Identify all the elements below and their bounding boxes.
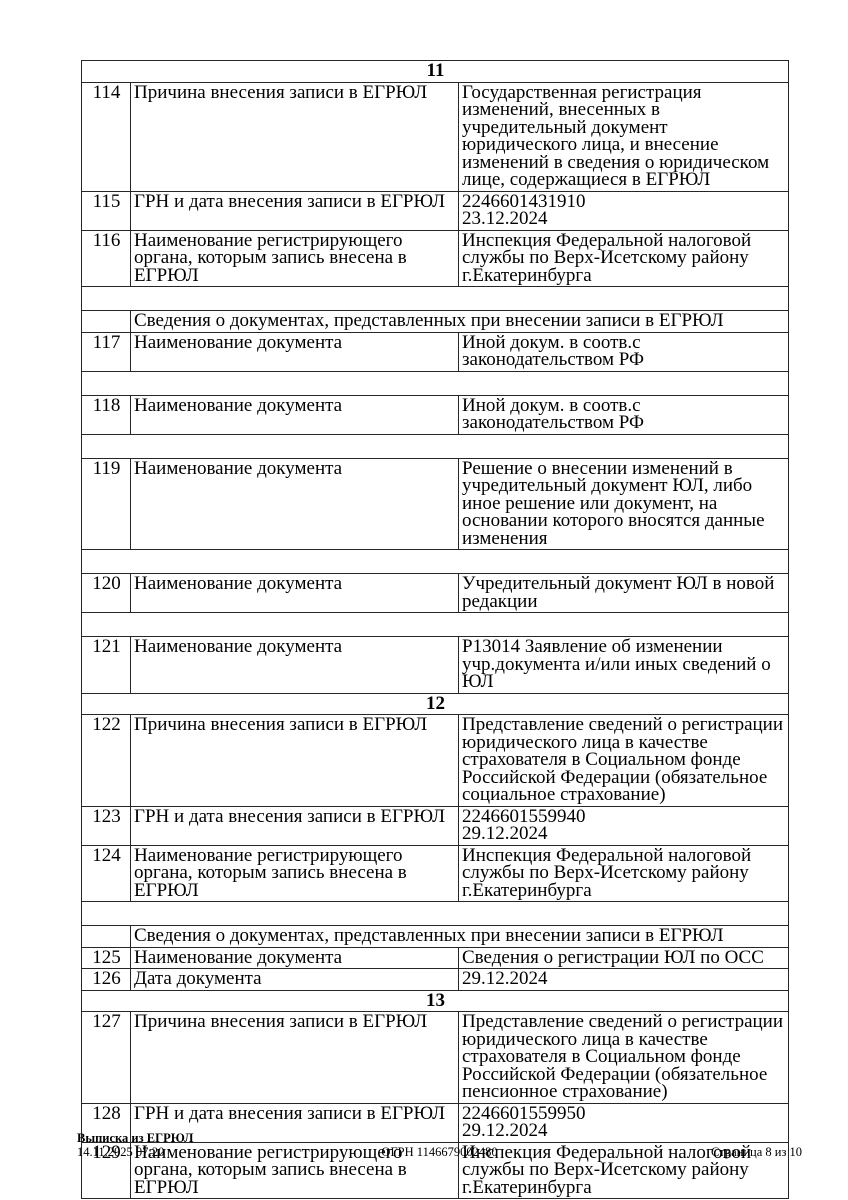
row-number: 117 (81, 331, 131, 372)
row-number: 123 (81, 805, 131, 846)
page-footer: Выписка из ЕГРЮЛ 14.11.2025 07:20 ОГРН 1… (77, 1131, 803, 1159)
record-row: 129 Наименование регистрирующего органа, … (81, 1141, 789, 1199)
section-number-row: 13 (81, 989, 789, 1012)
row-number: 114 (81, 81, 131, 192)
row-label: Наименование регистрирующего органа, кот… (130, 844, 459, 902)
row-value: Государственная регистрация изменений, в… (458, 81, 789, 192)
row-number: 122 (81, 714, 131, 807)
documents-subheader-row: Сведения о документах, представленных пр… (81, 310, 789, 333)
row-label: Причина внесения записи в ЕГРЮЛ (130, 81, 459, 192)
row-number: 121 (81, 636, 131, 694)
row-value: 29.12.2024 (458, 968, 789, 991)
spacer-cell (81, 370, 789, 396)
spacer-cell (81, 901, 789, 926)
section-number: 12 (81, 692, 789, 715)
record-row: 117 Наименование документа Иной докум. в с… (81, 331, 789, 372)
record-row: 121 Наименование документа Р13014 Заявлени… (81, 636, 789, 694)
row-value: 2246601559950 29.12.2024 (458, 1102, 789, 1143)
row-value: Инспекция Федеральной налоговой службы п… (458, 844, 789, 902)
row-value: Инспекция Федеральной налоговой службы п… (458, 229, 789, 287)
spacer-row (81, 286, 789, 311)
row-label: Наименование документа (130, 946, 459, 969)
section-number-row: 11 (81, 60, 789, 83)
footer-left-block: Выписка из ЕГРЮЛ 14.11.2025 07:20 (77, 1131, 319, 1159)
record-row: 128 ГРН и дата внесения записи в ЕГРЮЛ 224… (81, 1102, 789, 1143)
section-number: 11 (81, 60, 789, 83)
section-number: 13 (81, 989, 789, 1012)
row-label: Дата документа (130, 968, 459, 991)
record-row: 116 Наименование регистрирующего органа, … (81, 229, 789, 287)
record-row: 119 Наименование документа Решение о внесе… (81, 457, 789, 550)
row-label: Наименование регистрирующего органа, кот… (130, 1141, 459, 1199)
row-value: Инспекция Федеральной налоговой службы п… (458, 1141, 789, 1199)
spacer-cell (81, 286, 789, 311)
egrul-records-table: 11 114 Причина внесения записи в ЕГРЮЛ Госу… (81, 60, 789, 1199)
row-number-empty (81, 925, 131, 948)
row-value: Решение о внесении изменений в учредител… (458, 457, 789, 550)
documents-subheader: Сведения о документах, представленных пр… (130, 925, 789, 948)
record-row: 118 Наименование документа Иной докум. в с… (81, 394, 789, 435)
row-number: 125 (81, 946, 131, 969)
row-value: Представление сведений о регистрации юри… (458, 1011, 789, 1104)
spacer-row (81, 901, 789, 926)
row-value: Р13014 Заявление об изменении учр.докуме… (458, 636, 789, 694)
row-label: ГРН и дата внесения записи в ЕГРЮЛ (130, 190, 459, 231)
row-value: Учредительный документ ЮЛ в новой редакц… (458, 573, 789, 613)
row-value: Представление сведений о регистрации юри… (458, 714, 789, 807)
spacer-row (81, 370, 789, 396)
row-label: ГРН и дата внесения записи в ЕГРЮЛ (130, 1102, 459, 1143)
documents-subheader-row: Сведения о документах, представленных пр… (81, 925, 789, 948)
record-row: 125 Наименование документа Сведения о реги… (81, 946, 789, 969)
row-label: Причина внесения записи в ЕГРЮЛ (130, 714, 459, 807)
spacer-cell (81, 612, 789, 637)
record-row: 122 Причина внесения записи в ЕГРЮЛ Предст… (81, 714, 789, 807)
row-label: Наименование документа (130, 636, 459, 694)
row-number: 119 (81, 457, 131, 550)
footer-datetime: 14.11.2025 07:20 (77, 1144, 165, 1159)
row-value: Иной докум. в соотв.с законодательством … (458, 331, 789, 372)
documents-subheader: Сведения о документах, представленных пр… (130, 310, 789, 333)
row-number: 126 (81, 968, 131, 991)
footer-page-number: Страница 8 из 10 (711, 1144, 803, 1159)
row-label: Наименование документа (130, 457, 459, 550)
spacer-row (81, 612, 789, 637)
record-row: 126 Дата документа 29.12.2024 (81, 968, 789, 991)
row-number: 120 (81, 573, 131, 613)
record-row: 114 Причина внесения записи в ЕГРЮЛ Госуда… (81, 81, 789, 192)
row-label: ГРН и дата внесения записи в ЕГРЮЛ (130, 805, 459, 846)
spacer-row (81, 549, 789, 574)
row-number: 115 (81, 190, 131, 231)
section-number-row: 12 (81, 692, 789, 715)
row-label: Наименование документа (130, 331, 459, 372)
row-value: Сведения о регистрации ЮЛ по ОСС (458, 946, 789, 969)
footer-ogrn: ОГРН 1146679002480 (381, 1144, 498, 1159)
row-label: Наименование документа (130, 394, 459, 435)
row-number: 124 (81, 844, 131, 902)
row-number: 128 (81, 1102, 131, 1143)
record-row: 124 Наименование регистрирующего органа, … (81, 844, 789, 902)
row-value: Иной докум. в соотв.с законодательством … (458, 394, 789, 435)
footer-doc-title: Выписка из ЕГРЮЛ (77, 1131, 194, 1145)
record-row: 115 ГРН и дата внесения записи в ЕГРЮЛ 224… (81, 190, 789, 231)
row-label: Причина внесения записи в ЕГРЮЛ (130, 1011, 459, 1104)
row-number: 116 (81, 229, 131, 287)
row-number: 129 (81, 1141, 131, 1199)
record-row: 127 Причина внесения записи в ЕГРЮЛ Предст… (81, 1011, 789, 1104)
record-row: 123 ГРН и дата внесения записи в ЕГРЮЛ 224… (81, 805, 789, 846)
row-value: 2246601559940 29.12.2024 (458, 805, 789, 846)
row-value: 2246601431910 23.12.2024 (458, 190, 789, 231)
spacer-row (81, 433, 789, 459)
row-label: Наименование регистрирующего органа, кот… (130, 229, 459, 287)
spacer-cell (81, 549, 789, 574)
row-number-empty (81, 310, 131, 333)
spacer-cell (81, 433, 789, 459)
row-number: 118 (81, 394, 131, 435)
row-number: 127 (81, 1011, 131, 1104)
row-label: Наименование документа (130, 573, 459, 613)
record-row: 120 Наименование документа Учредительный д… (81, 573, 789, 613)
